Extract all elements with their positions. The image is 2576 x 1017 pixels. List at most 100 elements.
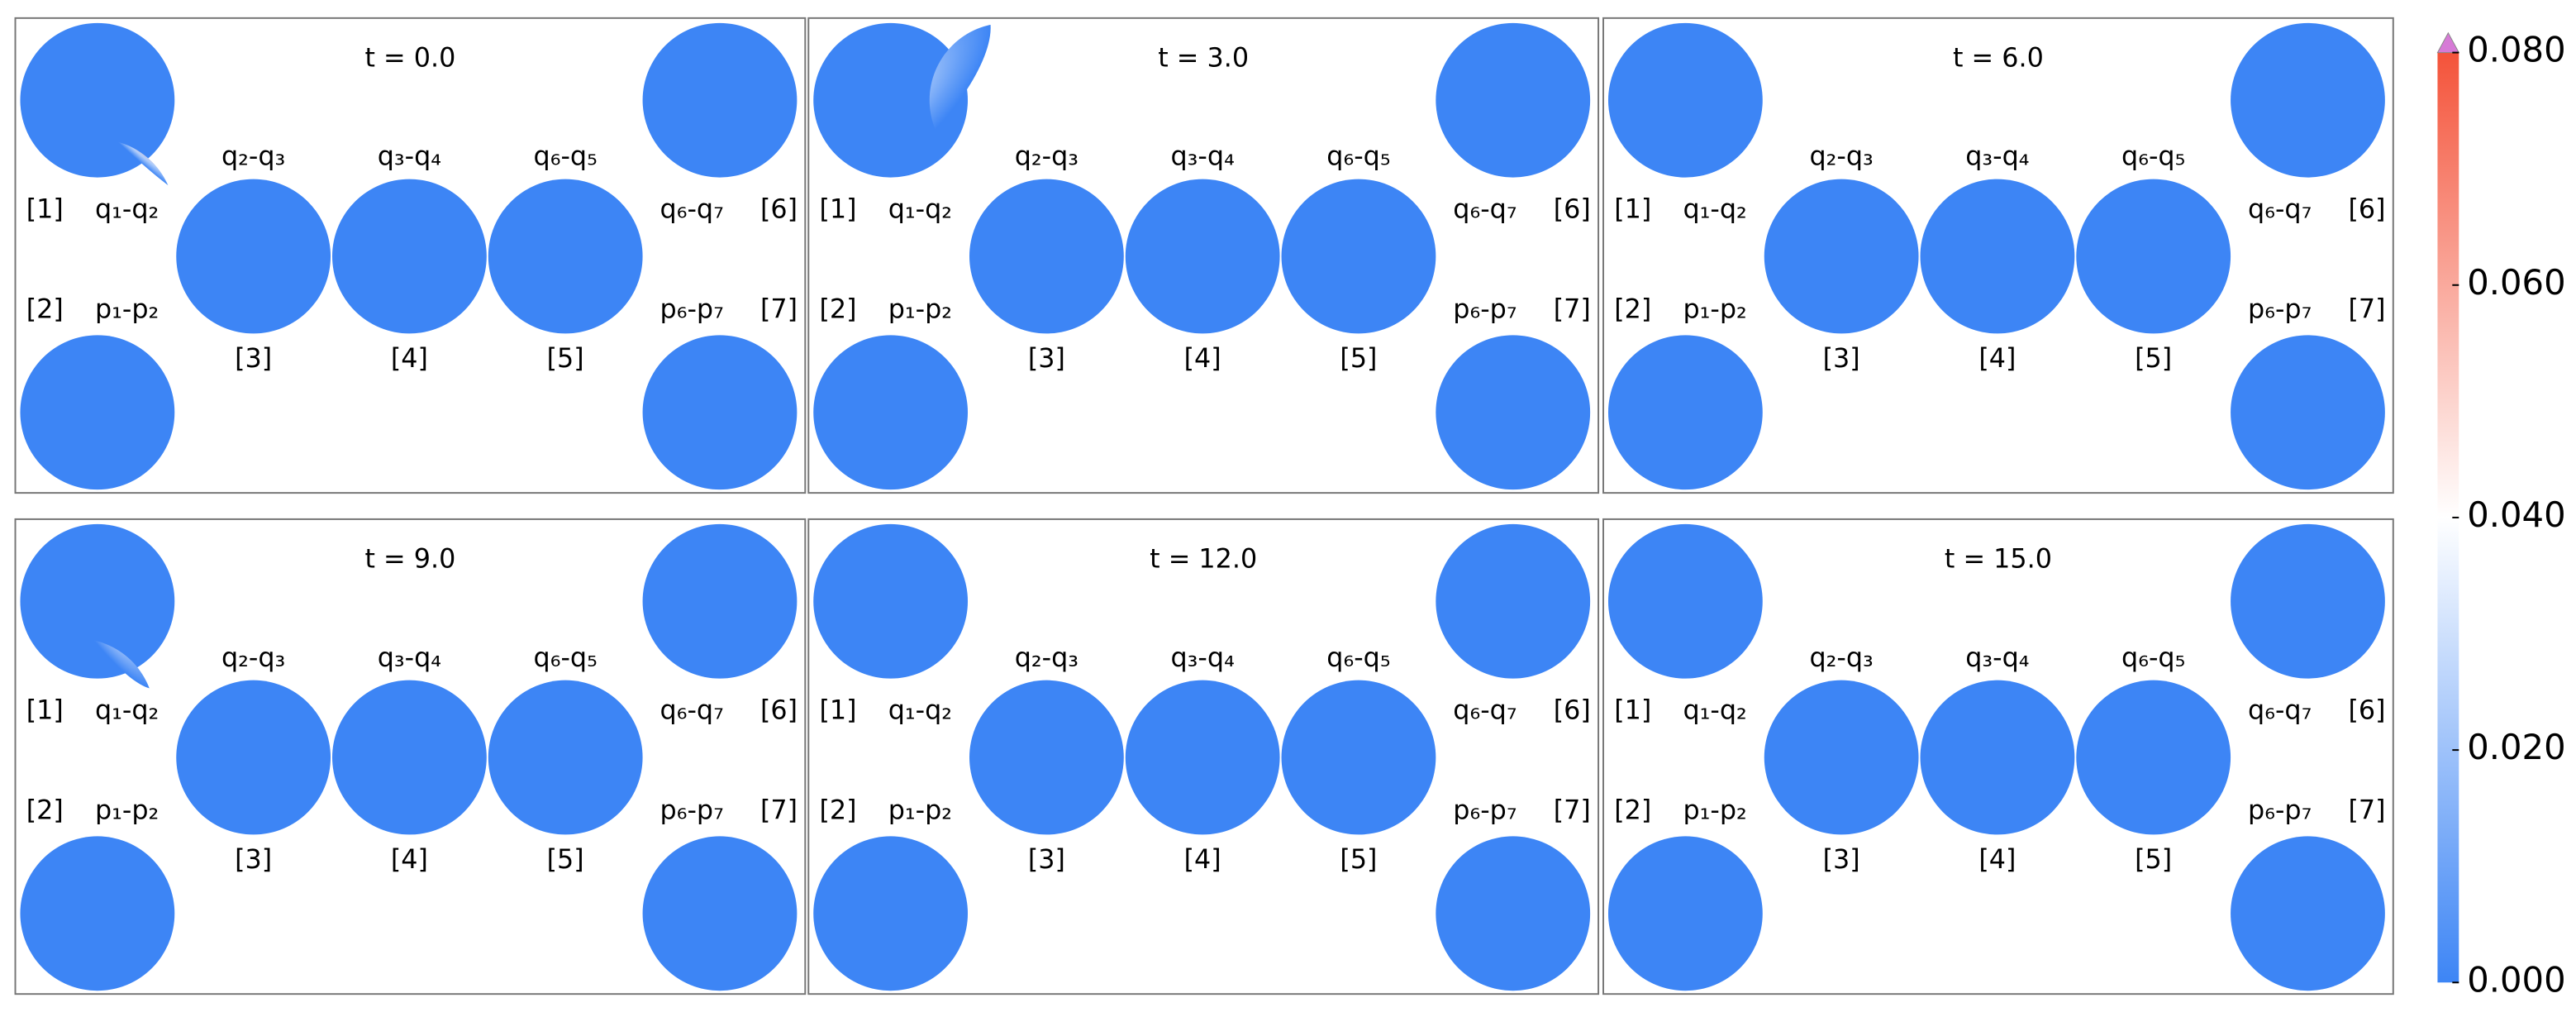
panel-title: t = 6.0 bbox=[1953, 43, 2044, 74]
subplot-label: q₃-q₄ bbox=[378, 141, 441, 172]
panel-title: t = 15.0 bbox=[1945, 544, 2052, 575]
subplot-disc bbox=[2076, 179, 2231, 334]
subplot-index: [4] bbox=[1978, 844, 2016, 875]
panel-title: t = 9.0 bbox=[364, 544, 455, 575]
subplot-index: [7] bbox=[760, 795, 798, 826]
panel-frame bbox=[14, 518, 807, 996]
subplot-disc bbox=[1436, 523, 1591, 679]
subplot-label: q₁-q₂ bbox=[888, 695, 952, 725]
subplot-index: [5] bbox=[2135, 343, 2172, 374]
subplot-label: p₁-p₂ bbox=[95, 795, 159, 826]
subplot-label: p₆-p₇ bbox=[1453, 294, 1517, 325]
subplot-disc bbox=[642, 335, 798, 490]
subplot-label: q₂-q₃ bbox=[221, 642, 285, 673]
subplot-disc bbox=[20, 523, 175, 679]
subplot-label: q₂-q₃ bbox=[1015, 642, 1078, 673]
subplot-label: q₆-q₅ bbox=[2121, 642, 2185, 673]
subplot-label: q₂-q₃ bbox=[1015, 141, 1078, 172]
subplot-disc bbox=[176, 680, 331, 835]
subplot-disc bbox=[813, 22, 969, 178]
subplot-label: q₆-q₅ bbox=[1326, 642, 1390, 673]
subplot-label: p₆-p₇ bbox=[2248, 294, 2312, 325]
subplot-index: [6] bbox=[2348, 193, 2385, 224]
subplot-index: [7] bbox=[2348, 294, 2385, 325]
colorbar-extension bbox=[2436, 31, 2460, 54]
subplot-disc bbox=[1607, 836, 1763, 991]
subplot-disc bbox=[1920, 680, 2075, 835]
subplot-index: [4] bbox=[1978, 343, 2016, 374]
subplot-label: q₁-q₂ bbox=[1683, 193, 1746, 224]
subplot-index: [3] bbox=[1823, 343, 1860, 374]
subplot-label: q₆-q₅ bbox=[1326, 141, 1390, 172]
subplot-disc bbox=[1607, 22, 1763, 178]
panel-frame bbox=[807, 17, 1600, 494]
subplot-label: p₆-p₇ bbox=[1453, 795, 1517, 826]
subplot-label: q₃-q₄ bbox=[1171, 642, 1235, 673]
subplot-index: [7] bbox=[1554, 294, 1591, 325]
subplot-index: [1] bbox=[820, 193, 857, 224]
subplot-label: q₁-q₂ bbox=[888, 193, 952, 224]
colorbar-tick-label: 0.040 bbox=[2467, 494, 2565, 535]
panel: t = 15.0 q₁-q₂ [1] p₁-p₂ [2] q₂-q₃ [3] q₃-q₄ [4]… bbox=[1602, 518, 2394, 996]
colorbar-tick-label: 0.000 bbox=[2467, 959, 2565, 1000]
subplot-disc bbox=[969, 179, 1124, 334]
subplot-label: p₆-p₇ bbox=[2248, 795, 2312, 826]
subplot-index: [6] bbox=[2348, 695, 2385, 725]
subplot-disc bbox=[1125, 179, 1280, 334]
subplot-disc bbox=[1607, 523, 1763, 679]
subplot-label: q₆-q₇ bbox=[1453, 193, 1517, 224]
panel: t = 6.0 q₁-q₂ [1] p₁-p₂ [2] q₂-q₃ [3] q₃-q₄ [4] q… bbox=[1602, 17, 2394, 494]
subplot-index: [1] bbox=[820, 695, 857, 725]
subplot-disc bbox=[642, 836, 798, 991]
subplot-index: [1] bbox=[26, 193, 64, 224]
subplot-disc bbox=[20, 335, 175, 490]
subplot-index: [5] bbox=[2135, 844, 2172, 875]
subplot-label: p₆-p₇ bbox=[660, 795, 724, 826]
subplot-disc bbox=[642, 22, 798, 178]
subplot-index: [3] bbox=[235, 343, 272, 374]
subplot-disc bbox=[488, 680, 643, 835]
subplot-index: [4] bbox=[391, 343, 428, 374]
subplot-disc bbox=[332, 680, 487, 835]
subplot-index: [2] bbox=[1614, 294, 1651, 325]
subplot-disc bbox=[176, 179, 331, 334]
subplot-index: [3] bbox=[1028, 343, 1065, 374]
subplot-label: q₂-q₃ bbox=[1809, 642, 1873, 673]
subplot-disc bbox=[1281, 680, 1436, 835]
panel-frame bbox=[1602, 518, 2394, 996]
subplot-disc bbox=[20, 836, 175, 991]
panel-frame bbox=[1602, 17, 2394, 494]
subplot-index: [7] bbox=[2348, 795, 2385, 826]
subplot-index: [6] bbox=[760, 695, 798, 725]
subplot-index: [2] bbox=[820, 795, 857, 826]
subplot-index: [3] bbox=[235, 844, 272, 875]
subplot-index: [1] bbox=[1614, 193, 1651, 224]
subplot-index: [6] bbox=[760, 193, 798, 224]
subplot-disc bbox=[1764, 179, 1919, 334]
subplot-disc bbox=[1125, 680, 1280, 835]
subplot-label: q₆-q₇ bbox=[660, 695, 724, 725]
subplot-label: q₂-q₃ bbox=[1809, 141, 1873, 172]
subplot-disc bbox=[969, 680, 1124, 835]
subplot-disc bbox=[642, 523, 798, 679]
subplot-index: [5] bbox=[547, 844, 584, 875]
subplot-index: [2] bbox=[1614, 795, 1651, 826]
subplot-index: [5] bbox=[1340, 844, 1377, 875]
subplot-disc bbox=[2231, 836, 2385, 991]
subplot-label: p₁-p₂ bbox=[1683, 795, 1746, 826]
subplot-label: q₆-q₅ bbox=[534, 642, 598, 673]
subplot-disc bbox=[1281, 179, 1436, 334]
subplot-index: [2] bbox=[26, 294, 64, 325]
subplot-index: [3] bbox=[1028, 844, 1065, 875]
subplot-label: p₁-p₂ bbox=[95, 294, 159, 325]
subplot-label: q₁-q₂ bbox=[95, 695, 159, 725]
colorbar-tick-label: 0.020 bbox=[2467, 727, 2565, 767]
panel: t = 12.0 q₁-q₂ [1] p₁-p₂ [2] q₂-q₃ [3] q₃-q₄ [4]… bbox=[807, 518, 1600, 996]
panel-title: t = 0.0 bbox=[364, 43, 455, 74]
subplot-index: [5] bbox=[547, 343, 584, 374]
subplot-disc bbox=[813, 523, 969, 679]
subplot-index: [7] bbox=[1554, 795, 1591, 826]
subplot-label: q₃-q₄ bbox=[378, 642, 441, 673]
subplot-label: q₁-q₂ bbox=[1683, 695, 1746, 725]
